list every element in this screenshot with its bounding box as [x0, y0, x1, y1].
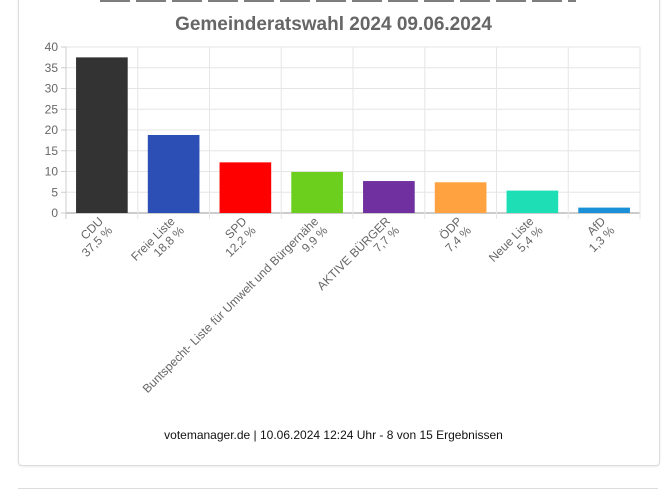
y-tick-label: 10	[45, 165, 59, 179]
y-tick-label: 30	[45, 82, 59, 96]
y-tick-label: 35	[45, 61, 59, 75]
bar-3	[219, 162, 272, 213]
y-tick-label: 0	[51, 206, 58, 220]
bar-1	[76, 57, 128, 213]
x-tick-label: Neue Liste5,4 %	[486, 214, 546, 274]
clipped-title-line	[100, 0, 576, 4]
y-tick-label: 15	[45, 144, 59, 158]
bar-chart: 0 5 10 15 20 25 30 35 40 CDU37,5 % Freie Liste18,8…	[45, 40, 641, 396]
y-tick-label: 40	[45, 40, 59, 54]
y-tick-label: 20	[45, 123, 59, 137]
x-tick-label: AfD1,3 %	[577, 214, 618, 255]
x-tick-label: SPD12,2 %	[213, 214, 259, 260]
bar-2	[147, 134, 200, 213]
x-tick-label: CDU37,5 %	[70, 214, 116, 260]
chart-footer: votemanager.de | 10.06.2024 12:24 Uhr - …	[164, 428, 503, 442]
y-tick-label: 25	[45, 102, 59, 116]
bar-4	[291, 171, 343, 213]
chart-title: Gemeinderatswahl 2024 09.06.2024	[175, 14, 492, 35]
bar-6	[434, 182, 487, 213]
x-tick-label: AKTIVE BÜRGER7,7 %	[314, 214, 402, 302]
bar-7	[506, 190, 559, 213]
bar-8	[578, 207, 630, 213]
y-tick-label: 5	[51, 185, 58, 199]
x-tick-label: Freie Liste18,8 %	[128, 214, 187, 273]
bar-5	[363, 181, 415, 213]
x-tick-label: ÖDP7,4 %	[433, 214, 474, 255]
divider	[18, 488, 658, 489]
